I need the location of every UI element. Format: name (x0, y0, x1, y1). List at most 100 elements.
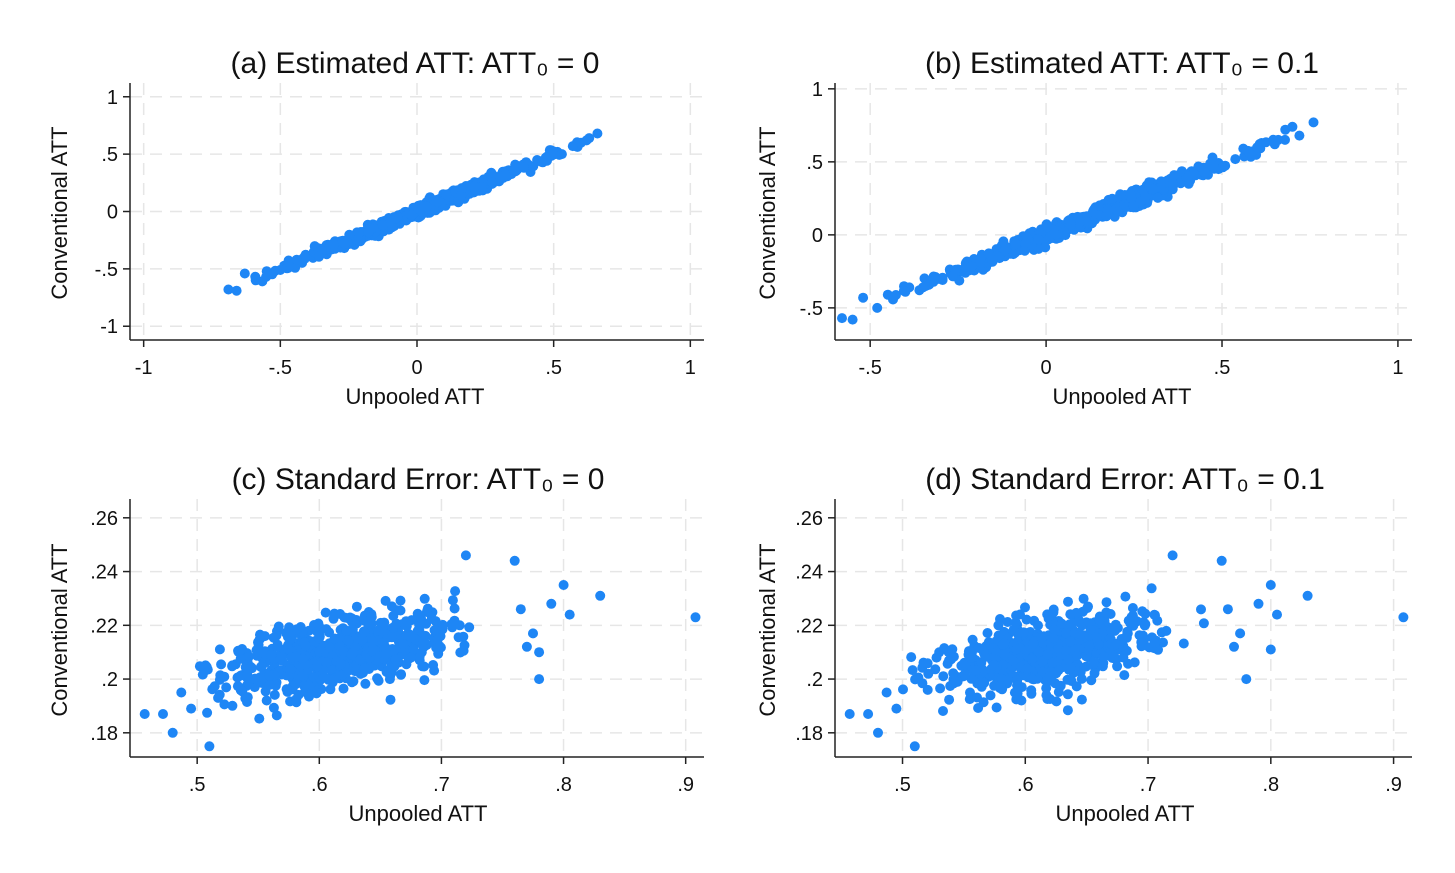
panel-d-data-point (881, 687, 892, 698)
panel-d-data-point (1063, 654, 1074, 665)
panel-d-data-point (898, 684, 908, 695)
panel-a-title: (a) Estimated ATT: ATT₀ = 0 (231, 47, 600, 80)
panel-d-data-point (978, 665, 989, 676)
panel-d-data-point (1140, 619, 1151, 630)
panel-c-data-point (329, 608, 340, 619)
panel-c-data-point (348, 676, 359, 687)
panel-d-data-point (917, 662, 928, 673)
panel-b-data-point (872, 302, 883, 313)
panel-a-data-point (421, 201, 432, 212)
panel-d-data-point (1216, 555, 1227, 566)
panel-c-data-point (406, 652, 416, 663)
panel-d-data-point (1088, 658, 1099, 669)
panel-a-data-point (432, 196, 443, 207)
panel-c-data-point (219, 699, 230, 710)
panel-d-data-point (1076, 694, 1087, 705)
panel-d-data-point (1150, 610, 1160, 621)
panel-c-data-point (221, 682, 232, 693)
panel-d-xtick-label: .6 (1017, 774, 1034, 796)
panel-d-data-point (1120, 591, 1131, 602)
panel-d-ticks: .5 .6 .7 .8 .9 .18 .2 .22 .24 .26 (795, 508, 1402, 796)
panel-d-data-point (913, 672, 924, 683)
panel-d-data-point (873, 727, 883, 738)
panel-b-ytick-label: 0 (812, 225, 823, 247)
panel-d-data-point (1222, 604, 1233, 615)
panel-c-data-point (395, 595, 406, 606)
panel-d-data-point (971, 665, 981, 676)
panel-d-data-point (1053, 687, 1064, 697)
panel-d-data-point (1121, 645, 1132, 656)
panel-b-data-point (1103, 205, 1113, 215)
panel-c-ytick-label: .22 (90, 615, 118, 637)
panel-a-data-point (519, 162, 529, 173)
panel-c-data-point (460, 550, 471, 561)
panel-c-data-point (209, 681, 220, 692)
panel-b-data-point (966, 261, 977, 272)
panel-c-data-point (534, 674, 545, 685)
panel-c-data-point (416, 613, 426, 624)
panel-c-data-point (357, 634, 368, 645)
panel-d-data-point (944, 694, 955, 705)
panel-d-data-point (907, 665, 918, 676)
panel-c-data-point (297, 653, 308, 664)
panel-c-data-point (271, 710, 282, 721)
panel-c-data-point (534, 647, 545, 658)
panel-d-data-point (1198, 618, 1209, 629)
panel-a-ticks: -1 -.5 0 .5 1 -1 -.5 0 .5 1 (95, 87, 696, 379)
panel-d-data-point (1026, 653, 1037, 664)
panel-d-data-point (1105, 609, 1116, 619)
panel-c-data-point (447, 595, 458, 606)
panel-c-data-point (345, 612, 356, 623)
panel-d-data-point (1022, 663, 1032, 674)
panel-b-data-point (1294, 130, 1305, 141)
panel-d-data-point (1123, 615, 1134, 626)
panel-c-data-point (343, 635, 354, 646)
panel-b-data-point (1230, 154, 1241, 165)
panel-d-points (844, 550, 1409, 752)
panel-d-ytick-label: .18 (795, 723, 823, 745)
panel-a-data-point (250, 275, 261, 286)
panel-a-data-point (548, 146, 559, 157)
panel-a-data-point (314, 251, 324, 262)
panel-c-xtick-label: .5 (189, 774, 206, 796)
panel-d-data-point (1111, 638, 1122, 649)
panel-b-data-point (1008, 249, 1019, 260)
panel-c-data-point (385, 663, 396, 674)
panel-d-data-point (938, 706, 948, 716)
panel-a-data-point (378, 219, 388, 230)
panel-c-data-point (335, 659, 346, 670)
panel-d-data-point (1060, 645, 1071, 656)
panel-c-data-point (235, 685, 246, 696)
panel-c-xlabel: Unpooled ATT (348, 801, 487, 826)
panel-d-data-point (938, 671, 949, 682)
panel-d-data-point (1062, 705, 1073, 716)
panel-d-data-point (935, 683, 946, 694)
panel-a-ylabel: Conventional ATT (47, 126, 72, 299)
panel-c-data-point (284, 664, 295, 675)
panel-d-data-point (950, 676, 961, 687)
panel-d-data-point (1018, 627, 1029, 638)
panel-d-data-point (1108, 651, 1119, 662)
panel-c-data-point (528, 628, 538, 639)
panel-d-xlabel: Unpooled ATT (1055, 801, 1194, 826)
panel-d-data-point (1048, 633, 1059, 644)
panel-a-data-point (406, 210, 417, 220)
panel-d-xtick-label: .5 (894, 774, 911, 796)
panel-c-data-point (359, 663, 370, 674)
panel-d-data-point (988, 660, 999, 671)
panel-c-data-point (214, 689, 225, 700)
panel-d-data-point (891, 703, 902, 714)
panel-a-data-point (509, 165, 520, 176)
panel-c-data-point (380, 649, 391, 660)
panel-c-data-point (194, 661, 205, 672)
panel-c-xtick-label: .6 (311, 774, 328, 796)
panel-a-data-point (542, 155, 552, 166)
panel-b-grid (835, 83, 1412, 340)
panel-b-data-point (882, 289, 893, 300)
panel-a-data-point (261, 266, 272, 277)
panel-b-data-point (1207, 152, 1218, 163)
panel-c-data-point (416, 647, 427, 658)
panel-c-data-point (429, 665, 440, 676)
panel-a-xtick-label: -1 (135, 357, 153, 379)
panel-c-data-point (176, 687, 187, 698)
